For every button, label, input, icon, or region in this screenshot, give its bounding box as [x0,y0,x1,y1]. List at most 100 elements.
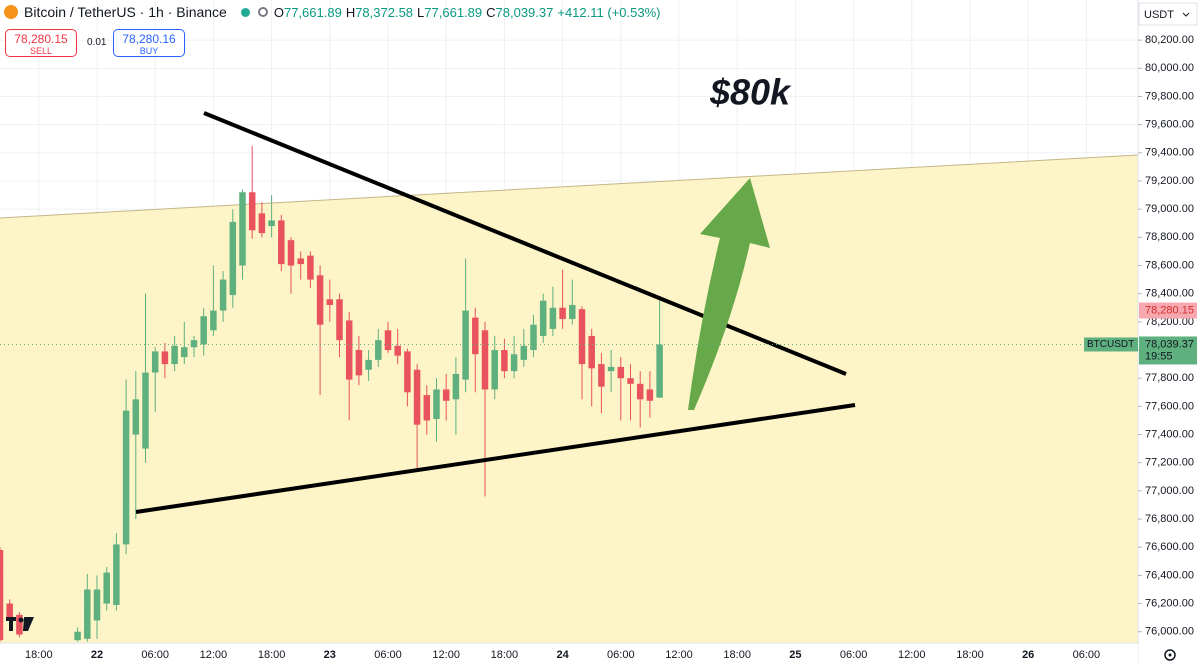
sell-button[interactable]: 78,280.15 SELL [5,29,77,57]
x-tick-label: 24 [556,649,569,661]
candle-body [287,240,295,266]
y-tick-label: 76,400.00 [1145,569,1194,581]
y-tick-label: 78,600.00 [1145,259,1194,271]
candle-body [151,351,159,373]
x-tick-label: 06:00 [374,649,402,661]
trendline-lower [135,403,856,514]
symbol-tag-text: BTCUSDT [1087,339,1134,350]
candle-body [307,255,314,280]
y-tick-label: 76,200.00 [1145,597,1194,609]
candle-body [462,310,469,380]
candle-body [219,279,227,311]
candle-body [84,589,91,639]
settings[interactable] [1164,649,1176,661]
buy-price: 78,280.16 [122,32,176,46]
candle-body [181,347,188,358]
price-axis [1138,0,1199,665]
candle-body [423,395,431,421]
y-tick-label: 80,000.00 [1145,62,1194,74]
candle-body [627,378,634,384]
x-tick-label: 18:00 [491,649,519,661]
candle-body [539,300,547,336]
last-price-label: 78,039.37 [1145,338,1194,350]
x-tick-label: 18:00 [258,649,286,661]
y-tick-label: 79,000.00 [1145,203,1194,215]
candle-body [113,544,120,605]
candle-body [598,364,605,387]
currency-select[interactable]: USDT [1138,2,1198,26]
candle-body [491,350,498,390]
status-dot [240,7,250,17]
symbol-title[interactable]: Bitcoin / TetherUS · 1h · Binance [24,4,227,20]
ohlc-value: 77,661.89 [424,5,483,20]
candle-body [656,344,663,398]
y-tick-label: 79,600.00 [1145,119,1194,131]
x-tick-label: 18:00 [956,649,984,661]
candle-body [636,383,644,400]
candle-body [248,192,256,231]
y-tick-label: 77,600.00 [1145,400,1194,412]
candle-body [171,345,178,365]
zone [0,155,1138,643]
ask-label: 78,280.15 [1145,304,1194,316]
x-tick-label: 12:00 [200,649,228,661]
candle-body [326,299,334,305]
candle-body [239,192,246,266]
symbol-tag [1084,337,1138,352]
candle-body [122,410,130,545]
sell-label: SELL [29,46,53,56]
candle-body [384,330,392,351]
x-tick-label: 06:00 [141,649,169,661]
candle-body [6,603,13,620]
y-tick-label: 77,200.00 [1145,457,1194,469]
x-tick-label: 12:00 [432,649,460,661]
y-tick-label: 80,200.00 [1145,34,1194,46]
candle-body [200,316,207,345]
candle-body [278,220,285,265]
y-tick-label: 77,400.00 [1145,428,1194,440]
x-tick-label: 18:00 [723,649,751,661]
candle-body [355,350,363,376]
currency[interactable]: USDT [1144,9,1174,21]
countdown: 19:55 [1145,350,1173,362]
trendline-upper [203,111,847,376]
spread: 0.01 [87,37,107,48]
candle-body [210,310,217,331]
axes: 76,000.00 76,200.00 76,400.00 76,600.00 76,8… [0,34,1197,661]
candle-body [588,335,595,369]
candle-body [268,220,275,227]
candle-body [501,350,508,372]
candle-body [16,614,23,635]
candle-body [316,275,324,325]
ohlc-key: O [273,5,284,20]
ohlc: O77,661.89 H78,372.58 L77,661.89 C78,039.37 [274,4,558,20]
ohlc-value: 78,039.37 [495,5,554,20]
y-tick-label: 77,800.00 [1145,372,1194,384]
x-tick-label: 18:00 [25,649,53,661]
ohlc-key: C [486,5,496,20]
buy-button[interactable]: 78,280.16 BUY [113,29,185,57]
ohlc-value: 78,372.58 [355,5,414,20]
candle-body [607,366,615,372]
eye-icon[interactable] [257,7,268,17]
x-tick-label: 22 [91,649,103,661]
candle-body [520,345,528,360]
x-tick-label: 06:00 [607,649,635,661]
tv-logo [6,617,34,631]
candle-body [413,369,421,425]
candle-body [617,366,625,379]
candle-body [103,572,110,604]
last-price-tag [1139,336,1197,365]
candle-body [190,340,198,348]
candle-body [559,307,566,320]
candle-body [569,304,576,320]
arrow [688,178,770,410]
y-tick-label: 78,200.00 [1145,316,1194,328]
candle-body [132,399,140,435]
candle-body [336,299,343,341]
candle-body [578,309,586,365]
candle-body [142,372,149,449]
candle-body [646,389,654,401]
candle-body [258,213,266,234]
